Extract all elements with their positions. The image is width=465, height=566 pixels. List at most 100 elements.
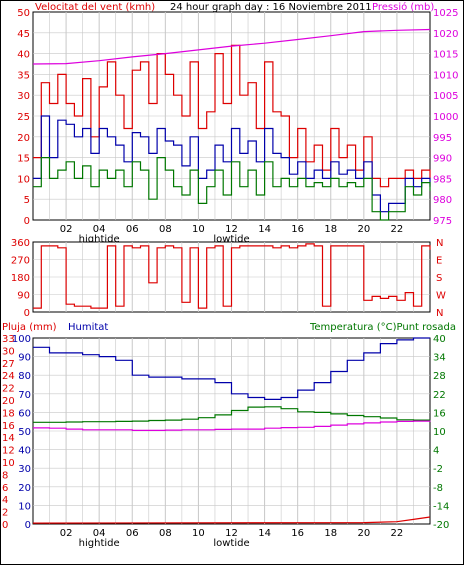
wind-speed-axis: 0 5 10 15 20 25 30 35 40 45 50 <box>17 8 30 227</box>
pressure-tick: 1005 <box>433 91 458 102</box>
temperature-tick: 40 <box>433 334 446 345</box>
rain-tick: 6 <box>2 483 8 494</box>
rain-tick: 27 <box>2 359 15 370</box>
wind-speed-tick: 0 <box>24 216 30 227</box>
wind-direction-line <box>33 243 431 309</box>
temperature-tick: 34 <box>433 353 446 364</box>
hour-tick-label: 14 <box>258 224 271 235</box>
hour-tick-label: 08 <box>159 224 172 235</box>
compass-label: S <box>436 273 442 284</box>
compass-label: W <box>436 291 446 302</box>
temperature-tick: 16 <box>433 408 446 419</box>
direction-panel-series <box>33 243 431 309</box>
direction-degree-tick: 360 <box>11 238 30 249</box>
hour-tick-label: 12 <box>225 528 238 539</box>
rain-tick: 20 <box>2 396 15 407</box>
humidity-tick: 30 <box>18 464 31 475</box>
tide-label: hightide <box>79 538 120 549</box>
temperature-dewpoint-label: Temperatura (°C)Punt rosada <box>309 322 456 333</box>
humidity-tick: 90 <box>18 353 31 364</box>
rain-tick: 12 <box>2 446 15 457</box>
pressure-tick: 990 <box>433 154 452 165</box>
compass-label: E <box>436 256 442 267</box>
temperature-tick: -20 <box>433 520 449 531</box>
rain-tick: 30 <box>2 346 15 357</box>
humidity-tick: 50 <box>18 427 31 438</box>
hour-tick-label: 14 <box>258 528 271 539</box>
temperature-tick: -8 <box>433 483 443 494</box>
rain-tick: 33 <box>2 334 15 345</box>
direction-degree-tick: 180 <box>11 273 30 284</box>
hour-tick-label: 22 <box>391 224 404 235</box>
humidity-label: Humitat <box>68 322 108 333</box>
hour-tick-label: 10 <box>192 528 205 539</box>
wind-speed-tick: 25 <box>17 112 30 123</box>
wind-speed-tick: 50 <box>17 8 30 19</box>
rain-tick: 2 <box>2 508 8 519</box>
pressure-tick: 1015 <box>433 50 458 61</box>
temperature-axis: -20 -14 -8 -2 4 10 16 22 28 34 40 <box>433 334 449 531</box>
wind-speed-tick: 20 <box>17 133 30 144</box>
hour-tick-label: 04 <box>93 528 106 539</box>
hour-tick-label: 20 <box>357 528 370 539</box>
hour-tick-label: 02 <box>60 528 73 539</box>
pressure-tick: 1000 <box>433 112 458 123</box>
hour-tick-label: 18 <box>324 224 337 235</box>
wind-minimum-line <box>33 157 431 221</box>
rain-tick: 4 <box>2 495 8 506</box>
hour-tick-label: 06 <box>126 528 139 539</box>
tide-label: lowtide <box>213 538 249 549</box>
hour-tick-label: 16 <box>291 528 304 539</box>
humidity-tick: 10 <box>18 501 31 512</box>
pressure-tick: 1010 <box>433 70 458 81</box>
tide-label: hightide <box>79 234 120 245</box>
humidity-tick: 80 <box>18 371 31 382</box>
humidity-axis: 0 10 20 30 40 50 60 70 80 90 100 <box>12 334 31 531</box>
wind-speed-tick: 40 <box>17 50 30 61</box>
hour-tick-label: 10 <box>192 224 205 235</box>
wind-speed-tick: 15 <box>17 154 30 165</box>
humidity-tick: 40 <box>18 446 31 457</box>
rain-line <box>32 516 431 524</box>
compass-label: N <box>436 238 443 249</box>
wind-speed-tick: 30 <box>17 91 30 102</box>
rain-tick: 10 <box>2 458 15 469</box>
direction-degree-axis: 0 90 180 270 360 <box>11 238 30 319</box>
pressure-label: Pressió (mb) <box>372 1 434 13</box>
temperature-tick: 22 <box>433 390 446 401</box>
temperature-tick: 28 <box>433 371 446 382</box>
hour-tick-label: 06 <box>126 224 139 235</box>
hour-tick-label: 08 <box>159 528 172 539</box>
direction-degree-tick: 90 <box>17 291 30 302</box>
compass-label: N <box>436 308 443 319</box>
rain-tick: 0 <box>2 520 8 531</box>
wind-speed-tick: 10 <box>17 174 30 185</box>
humidity-line <box>33 337 430 400</box>
rain-tick: 14 <box>2 433 15 444</box>
pressure-tick: 995 <box>433 133 452 144</box>
pressure-line <box>32 28 431 65</box>
wind-speed-tick: 5 <box>24 195 30 206</box>
hour-tick-label: 12 <box>225 224 238 235</box>
pressure-axis: 975 980 985 990 995 1000 1005 1010 1015 1020 1025 <box>433 8 458 227</box>
pressure-tick: 980 <box>433 195 452 206</box>
pressure-tick: 975 <box>433 216 452 227</box>
hour-tick-label: 02 <box>60 224 73 235</box>
rain-tick: 24 <box>2 371 15 382</box>
temperature-tick: -2 <box>433 464 443 475</box>
humidity-tick: 100 <box>12 334 31 345</box>
direction-degree-tick: 0 <box>24 308 30 319</box>
wind-average-line <box>33 115 431 213</box>
wind-panel-series <box>32 28 431 221</box>
wind-speed-tick: 35 <box>17 70 30 81</box>
humidity-time-axis: 02 04 06 08 10 12 14 16 18 20 22 hightide lowtide <box>60 528 404 549</box>
hour-tick-label: 16 <box>291 224 304 235</box>
wind-time-axis: 02 04 06 08 10 12 14 16 18 20 22 hightide lowtide <box>60 224 404 245</box>
dewpoint-line <box>33 420 431 431</box>
